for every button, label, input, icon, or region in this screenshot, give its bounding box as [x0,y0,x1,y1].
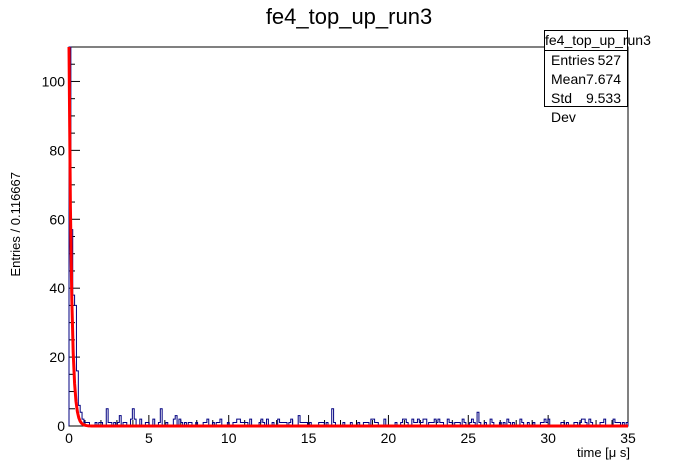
y-tick-label: 100 [42,73,66,89]
stats-row-mean: Mean 7.674 [545,70,627,89]
x-tick-label: 15 [301,430,317,446]
x-tick-label: 20 [381,430,397,446]
x-tick-label: 30 [540,430,556,446]
x-axis-label: time [μ s] [577,445,630,460]
y-axis-label: Entries / 0.116667 [8,172,23,277]
stats-mean-label: Mean [551,71,587,87]
axes: 0 5 10 15 20 25 30 35 0 20 40 60 80 100 [42,46,636,446]
stats-stddev-label: Std Dev [551,90,576,125]
x-tick-label: 10 [221,430,237,446]
stats-row-entries: Entries 527 [545,51,627,70]
y-tick-label: 80 [49,142,65,158]
x-tick-label: 5 [145,430,153,446]
x-tick-label: 25 [460,430,476,446]
y-tick-label: 0 [57,418,65,434]
fit-curve [67,46,628,428]
chart-title: fe4_top_up_run3 [265,4,433,29]
y-tick-label: 40 [49,280,65,296]
exponential-fit-line [67,46,628,428]
stats-mean-value: 7.674 [586,71,622,87]
x-tick-label: 35 [620,430,636,446]
stats-row-stddev: Std Dev 9.533 [545,89,627,125]
y-tick-label: 60 [49,211,65,227]
stats-box: fe4_top_up_run3 Entries 527 Mean 7.674 S… [544,30,651,125]
x-tick-label: 0 [65,430,73,446]
stats-box-name: fe4_top_up_run3 [545,31,651,51]
stats-stddev-value: 9.533 [585,90,621,106]
stats-entries-label: Entries [551,52,595,68]
stats-entries-value: 527 [597,52,621,68]
y-tick-label: 20 [49,349,65,365]
